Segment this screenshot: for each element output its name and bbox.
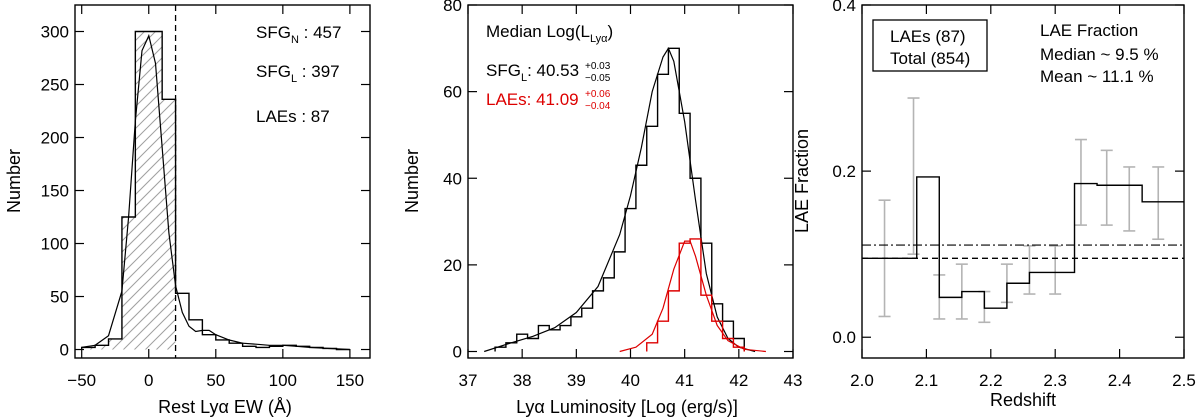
panel1-fit-curve [81, 33, 350, 351]
x-tick-label: 100 [269, 371, 297, 390]
panel3-xlabel: Redshift [990, 390, 1056, 410]
panel1-annotation-sfgn: SFGN : 457 [256, 23, 341, 46]
x-tick-label: 50 [206, 371, 225, 390]
panel2-lae-plus: +0.06 [585, 89, 611, 100]
x-tick-label: 39 [567, 371, 586, 390]
x-tick-label: 43 [784, 371, 803, 390]
panel-lae-fraction: 2.0 2.1 2.2 2.3 2.4 2.5 0.0 0.2 0.4 LAEs (87) To… [792, 0, 1196, 410]
panel3-ticks: 2.0 2.1 2.2 2.3 2.4 2.5 0.0 0.2 0.4 [832, 0, 1195, 390]
y-tick-label: 40 [443, 169, 462, 188]
y-tick-label: 200 [41, 129, 69, 148]
panel3-annotation-median: Median ~ 9.5 % [1040, 45, 1159, 64]
panel3-errorbars [878, 97, 1165, 324]
panel2-lae-fit-curve [619, 240, 766, 353]
y-tick-label: 0 [60, 341, 69, 360]
x-tick-label: −50 [67, 371, 96, 390]
panel3-legend-total: Total (854) [890, 49, 970, 68]
x-tick-label: 37 [459, 371, 478, 390]
x-tick-label: 2.2 [979, 371, 1003, 390]
panel3-step-line [862, 176, 1184, 309]
panel2-frame [467, 4, 794, 359]
y-tick-label: 0 [453, 343, 462, 362]
panel1-frame [74, 4, 371, 359]
y-tick-label: 60 [443, 83, 462, 102]
panel2-lae-median: LAEs: 41.09 [486, 90, 579, 109]
panel3-annotation-mean: Mean ~ 11.1 % [1040, 67, 1154, 86]
panel1-annotation-laes: LAEs : 87 [256, 107, 330, 126]
panel-ew-histogram: −50 0 50 100 150 0 50 100 150 200 250 300 SFGN : 45… [4, 4, 371, 417]
y-tick-label: 300 [41, 23, 69, 42]
x-tick-label: 40 [621, 371, 640, 390]
x-tick-label: 2.3 [1043, 371, 1067, 390]
y-tick-label: 100 [41, 235, 69, 254]
panel1-annotation-sfgl: SFGL : 397 [256, 62, 340, 85]
panel2-ticks: 37 38 39 40 41 42 43 0 20 40 60 80 [443, 0, 802, 390]
y-tick-label: 20 [443, 256, 462, 275]
x-tick-label: 38 [513, 371, 532, 390]
y-tick-label: 150 [41, 182, 69, 201]
panel2-sfgl-median: SFGL: 40.53 [486, 61, 579, 84]
panel2-sfgl-histogram [494, 47, 745, 352]
panel2-sfgl-minus: −0.05 [585, 73, 611, 84]
x-tick-label: 2.1 [915, 371, 939, 390]
panel2-title: Median Log(LLyα) [486, 22, 613, 45]
y-tick-label: 0.2 [832, 162, 856, 181]
x-tick-label: 2.0 [850, 371, 874, 390]
x-tick-label: 2.5 [1172, 371, 1196, 390]
panel3-frame [861, 4, 1185, 359]
panel1-ylabel: Number [4, 149, 24, 213]
panel2-lae-minus: −0.04 [585, 101, 611, 112]
panel2-ylabel: Number [402, 149, 422, 213]
panel2-sfgl-plus: +0.03 [585, 61, 611, 72]
panel1-ticks: −50 0 50 100 150 0 50 100 150 200 250 300 [41, 5, 370, 390]
panel-luminosity-histogram: 37 38 39 40 41 42 43 0 20 40 60 80 Median Log(LLyα)… [402, 0, 802, 417]
x-tick-label: 150 [336, 371, 364, 390]
x-tick-label: 2.4 [1108, 371, 1132, 390]
y-tick-label: 80 [443, 0, 462, 15]
panel3-legend-box [872, 19, 988, 72]
panel3-legend-laes: LAEs (87) [890, 27, 966, 46]
y-tick-label: 0.0 [832, 328, 856, 347]
x-tick-label: 0 [144, 371, 153, 390]
panel2-lae-histogram [646, 238, 745, 352]
panel3-annotation-title: LAE Fraction [1040, 21, 1138, 40]
panel2-xlabel: Lyα Luminosity [Log (erg/s)] [516, 397, 738, 417]
x-tick-label: 42 [729, 371, 748, 390]
panel2-sfgl-fit-curve [484, 46, 756, 353]
x-tick-label: 41 [675, 371, 694, 390]
panel3-ylabel: LAE Fraction [792, 129, 812, 233]
y-tick-label: 50 [50, 288, 69, 307]
y-tick-label: 0.4 [832, 0, 856, 15]
y-tick-label: 250 [41, 76, 69, 95]
panel1-xlabel: Rest Lyα EW (Å) [158, 397, 292, 417]
